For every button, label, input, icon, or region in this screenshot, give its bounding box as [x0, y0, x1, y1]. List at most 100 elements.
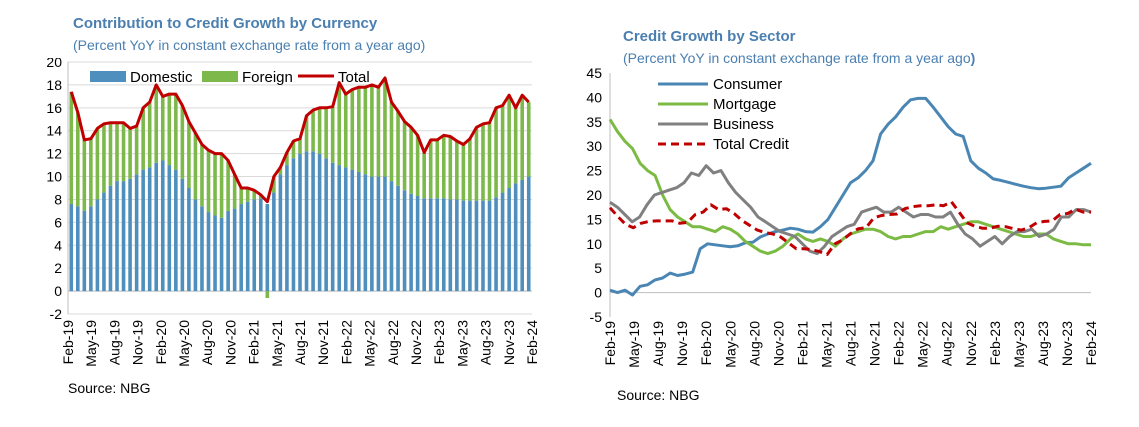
- x-tick-label: May-22: [915, 321, 931, 368]
- x-tick-label: May-22: [362, 320, 378, 367]
- domestic-bar: [265, 204, 270, 292]
- domestic-bar: [311, 151, 315, 292]
- foreign-bar: [376, 87, 381, 177]
- domestic-bar: [167, 165, 172, 292]
- x-tick-label: Feb-24: [524, 320, 540, 365]
- y-tick-label: 25: [586, 163, 602, 179]
- y-tick-label: 14: [46, 123, 62, 139]
- x-tick-label: Aug-19: [106, 320, 122, 365]
- foreign-bar: [115, 122, 119, 182]
- y-tick-label: 0: [594, 285, 602, 301]
- foreign-bar: [370, 84, 374, 177]
- foreign-bar: [468, 138, 472, 201]
- x-tick-label: May-19: [626, 321, 642, 368]
- domestic-bar: [180, 178, 185, 292]
- x-tick-label: Aug-19: [650, 321, 666, 366]
- foreign-bar: [82, 139, 87, 211]
- total-credit-line: [608, 200, 1091, 256]
- domestic-bar: [363, 174, 368, 292]
- domestic-bar: [232, 208, 237, 292]
- x-tick-label: May-20: [722, 321, 738, 368]
- domestic-bar: [219, 217, 224, 292]
- x-tick-label: Nov-20: [770, 321, 786, 366]
- x-tick-label: Nov-23: [1059, 321, 1075, 366]
- y-tick-label: 20: [586, 187, 602, 203]
- domestic-bar: [357, 171, 361, 292]
- y-tick-label: 2: [54, 260, 62, 276]
- domestic-bar: [69, 204, 74, 292]
- domestic-bar: [82, 210, 87, 292]
- domestic-bar: [376, 176, 381, 292]
- domestic-bar: [350, 169, 355, 292]
- x-tick-label: Aug-23: [1035, 321, 1051, 366]
- domestic-bar: [330, 162, 335, 292]
- foreign-bar: [324, 107, 328, 159]
- domestic-bar: [95, 199, 100, 292]
- x-tick-label: Feb-22: [891, 321, 907, 366]
- domestic-bar: [174, 169, 178, 292]
- domestic-bar: [370, 176, 374, 292]
- foreign-bar: [291, 141, 296, 159]
- foreign-bar: [272, 176, 276, 193]
- total-line: [69, 76, 530, 204]
- domestic-bar: [441, 198, 446, 292]
- x-tick-label: Feb-19: [60, 320, 76, 365]
- foreign-bar: [226, 160, 230, 211]
- foreign-bar: [304, 115, 309, 152]
- x-tick-label: Feb-23: [987, 321, 1003, 366]
- domestic-bar: [507, 188, 511, 292]
- domestic-bar: [389, 181, 394, 292]
- domestic-bar: [402, 190, 407, 292]
- domestic-bar: [102, 192, 106, 292]
- foreign-bar: [330, 106, 335, 163]
- domestic-bar: [200, 206, 204, 292]
- foreign-bar: [435, 139, 440, 199]
- domestic-bar: [285, 165, 289, 292]
- domestic-bar: [108, 185, 113, 292]
- legend-label: Mortgage: [713, 96, 776, 113]
- domestic-bar: [147, 167, 152, 292]
- domestic-bar: [245, 201, 250, 292]
- x-tick-label: Nov-21: [867, 321, 883, 366]
- legend-label: Total: [338, 69, 370, 86]
- domestic-bar: [252, 199, 257, 292]
- right-chart: -5 0 5 10 15 20 25 30 35 40 45 Feb-19 May-19 Aug-19 No…: [586, 66, 1098, 368]
- left-chart-subtitle: (Percent YoY in constant exchange rate f…: [73, 37, 426, 53]
- foreign-bar: [167, 94, 172, 166]
- left-chart-title: Contribution to Credit Growth by Currenc…: [73, 15, 378, 32]
- foreign-bar: [520, 95, 524, 180]
- legend-label: Business: [713, 116, 774, 133]
- foreign-bar: [206, 150, 211, 213]
- domestic-bar: [258, 198, 263, 292]
- foreign-bar: [160, 96, 165, 161]
- x-tick-label: Nov-22: [963, 321, 979, 366]
- y-tick-label: 10: [46, 169, 62, 185]
- foreign-bar: [102, 123, 106, 193]
- domestic-bar: [206, 212, 211, 292]
- foreign-bar: [402, 121, 407, 191]
- domestic-bar: [278, 174, 283, 292]
- domestic-bar: [337, 165, 342, 292]
- x-tick-label: Aug-22: [939, 321, 955, 366]
- y-tick-label: 45: [586, 66, 602, 81]
- legend-swatch: [202, 71, 238, 82]
- foreign-bar: [487, 122, 492, 201]
- domestic-bar: [343, 167, 348, 292]
- foreign-bar: [441, 135, 446, 199]
- domestic-bar: [76, 206, 80, 292]
- x-tick-label: Feb-23: [431, 320, 447, 365]
- foreign-bar: [69, 91, 74, 205]
- domestic-bar: [304, 151, 309, 292]
- consumer-line: [609, 96, 1092, 297]
- foreign-bar: [481, 123, 485, 201]
- domestic-bar: [154, 162, 159, 292]
- y-tick-label: -5: [590, 309, 603, 325]
- foreign-bar: [474, 127, 479, 201]
- foreign-bar: [343, 94, 348, 168]
- x-tick-label: Nov-22: [408, 320, 424, 365]
- legend-label: Foreign: [242, 69, 293, 86]
- domestic-bar: [428, 198, 433, 292]
- x-tick-label: Aug-20: [746, 321, 762, 366]
- x-tick-label: May-20: [176, 320, 192, 367]
- y-tick-label: 16: [46, 100, 62, 116]
